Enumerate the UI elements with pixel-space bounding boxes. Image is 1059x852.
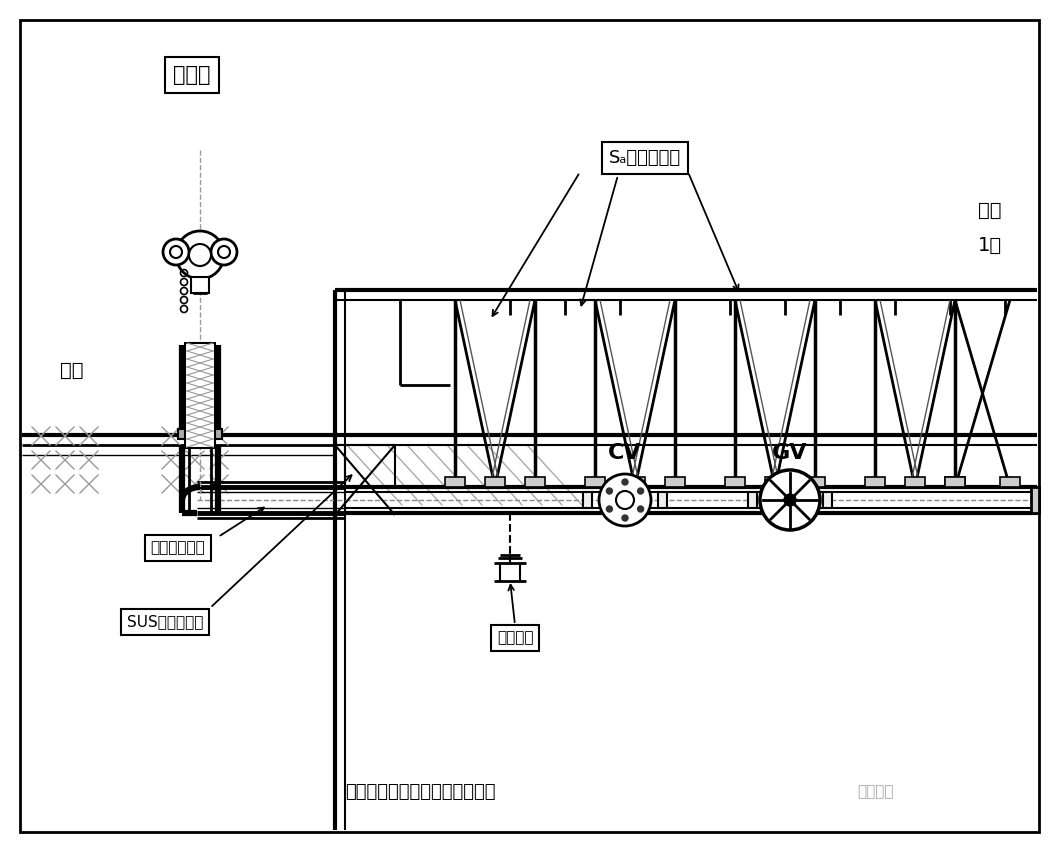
Bar	[525, 477, 545, 487]
Bar	[445, 477, 465, 487]
Bar	[945, 477, 965, 487]
Text: 図　送水口廊り耲震措置（例）: 図 送水口廊り耲震措置（例）	[345, 783, 496, 801]
Bar	[823, 492, 832, 508]
Bar	[665, 477, 685, 487]
Circle shape	[163, 239, 189, 265]
Bar	[945, 477, 965, 487]
Bar	[725, 477, 744, 487]
Text: 屋内: 屋内	[979, 200, 1002, 220]
Text: 外面被覆鉰管: 外面被覆鉰管	[150, 540, 205, 556]
Text: 水抜き弁: 水抜き弁	[497, 630, 534, 646]
Circle shape	[616, 491, 634, 509]
Text: 1階: 1階	[977, 235, 1002, 255]
Circle shape	[607, 488, 612, 494]
Text: SUSブラケット: SUSブラケット	[127, 614, 203, 630]
Text: 送水口: 送水口	[174, 65, 211, 85]
Bar	[178, 429, 222, 439]
Bar	[584, 492, 592, 508]
Bar	[485, 477, 505, 487]
Bar	[625, 477, 645, 487]
Circle shape	[599, 474, 651, 526]
Bar	[1000, 477, 1020, 487]
Bar	[185, 343, 215, 448]
Circle shape	[607, 506, 612, 512]
Circle shape	[211, 239, 237, 265]
Circle shape	[760, 470, 820, 530]
Circle shape	[784, 494, 796, 506]
Bar	[905, 477, 925, 487]
Bar	[865, 477, 885, 487]
Text: CV: CV	[608, 443, 642, 463]
Circle shape	[638, 488, 644, 494]
Bar	[658, 492, 667, 508]
Circle shape	[176, 231, 225, 279]
Bar	[748, 492, 757, 508]
Circle shape	[218, 246, 230, 258]
Bar	[765, 477, 785, 487]
Bar	[585, 477, 605, 487]
Bar	[805, 477, 825, 487]
Bar	[191, 277, 209, 293]
Text: 屋外: 屋外	[60, 360, 84, 379]
Text: GV: GV	[772, 443, 808, 463]
Bar	[1031, 487, 1039, 513]
Circle shape	[170, 246, 182, 258]
Circle shape	[622, 479, 628, 485]
Circle shape	[638, 506, 644, 512]
Circle shape	[189, 244, 211, 266]
Circle shape	[622, 515, 628, 521]
Text: 机电顾问: 机电顾问	[857, 785, 893, 799]
Text: Sₐ種耲震支持: Sₐ種耲震支持	[609, 149, 681, 167]
